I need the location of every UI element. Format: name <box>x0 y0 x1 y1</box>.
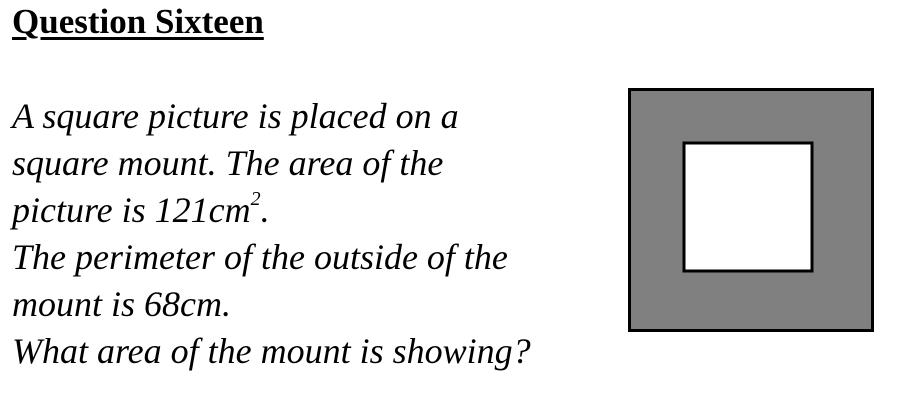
question-line-4: The perimeter of the outside of the <box>12 237 508 277</box>
picture-square <box>682 141 814 273</box>
question-line-1: A square picture is placed on a <box>12 96 459 136</box>
question-line-2: square mount. The area of the <box>12 143 444 183</box>
squared-superscript: 2 <box>250 188 261 210</box>
mount-diagram <box>628 88 874 332</box>
question-text: A square picture is placed on a square m… <box>12 93 622 375</box>
line-3-period: . <box>260 190 270 230</box>
question-line-3: picture is 121cm2. <box>12 187 622 234</box>
question-title: Question Sixteen <box>12 2 264 41</box>
question-line-6: What area of the mount is showing? <box>12 331 531 371</box>
picture-area-text: picture is 121cm <box>12 190 251 230</box>
question-line-5: mount is 68cm. <box>12 284 231 324</box>
